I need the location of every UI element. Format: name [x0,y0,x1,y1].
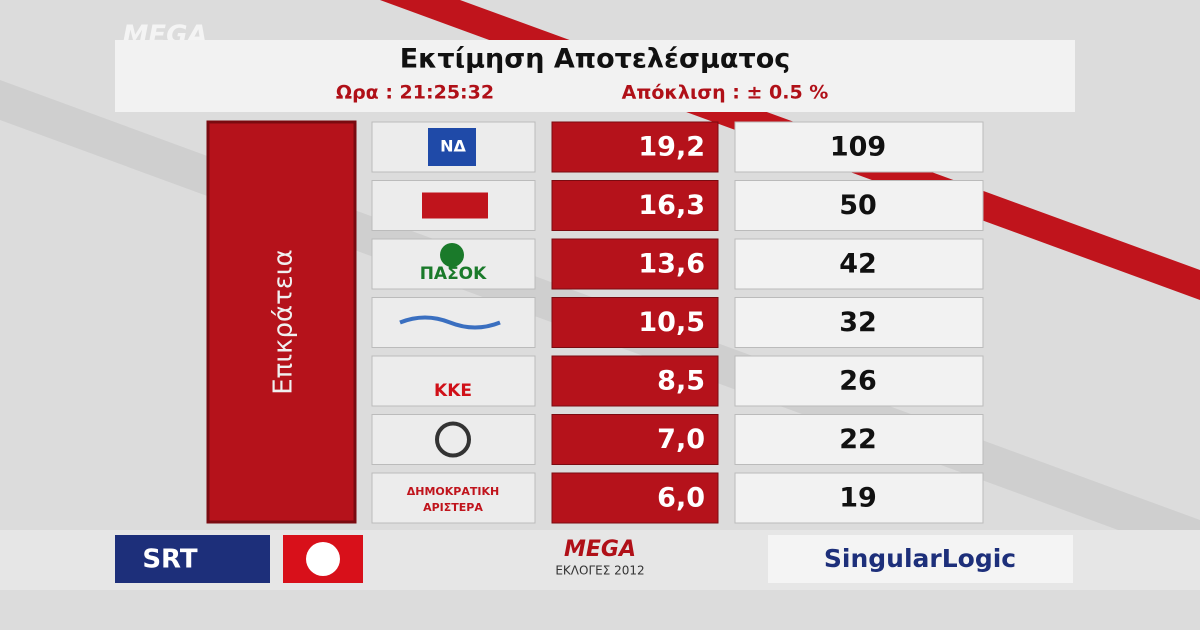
seats: 19 [839,483,877,514]
seats-cell [734,355,984,407]
title-box [115,40,1075,112]
seats: 26 [839,366,877,397]
seats-cell [734,414,984,465]
region-label: Επικράτεια [269,249,299,395]
percent: 6,0 [657,483,705,514]
srt-logo [115,535,270,583]
seats-cell [734,180,984,231]
party-logo-text: ΚΚΕ [434,381,472,401]
sponsor: SingularLogic [824,544,1016,573]
percent: 7,0 [657,424,705,455]
seats-cell [734,297,984,348]
seats: 32 [839,307,877,338]
seats-cell [734,472,984,524]
seats: 109 [830,132,886,163]
elections-label: ΕΚΛΟΓΕΣ 2012 [555,564,644,578]
region-bar [206,120,357,524]
margin: Απόκλιση : ± 0.5 % [622,82,829,104]
logo-cell [371,472,536,524]
logo-sun [440,243,464,267]
seats-cell [734,238,984,290]
percent: 19,2 [638,132,705,163]
logo-ring [435,421,471,458]
percent: 13,6 [638,249,705,280]
seats: 22 [839,424,877,455]
logo-badge [428,128,476,166]
srt-text: SRT [142,545,198,575]
percent: 10,5 [638,307,705,338]
percent: 16,3 [638,190,705,221]
seats: 42 [839,249,877,280]
percent: 8,5 [657,366,705,397]
title: Εκτίμηση Αποτελέσματος [400,44,791,75]
percent-cell [551,121,719,173]
percent-cell [551,355,719,407]
percent-cell [551,472,719,524]
party-logo-text: ΔΗΜΟΚΡΑΤΙΚΗ [407,485,499,498]
party-logo-text: ΠΑΣΟΚ [420,264,487,284]
party-logo-text: ΝΔ [440,137,466,156]
logo-cell [371,355,536,407]
percent-cell [551,297,719,348]
mega-logo: MEGA [564,537,636,562]
logo-wave [399,315,501,330]
percent-cell [551,238,719,290]
vodafone-mark [306,542,340,576]
time: Ωρα : 21:25:32 [336,82,494,104]
percent-cell [551,414,719,465]
logo-flag [422,192,488,219]
party-logo-text: ΑΡΙΣΤΕΡΑ [423,501,483,514]
sponsor-box [768,535,1073,583]
seats-cell [734,121,984,173]
seats: 50 [839,190,877,221]
percent-cell [551,180,719,231]
